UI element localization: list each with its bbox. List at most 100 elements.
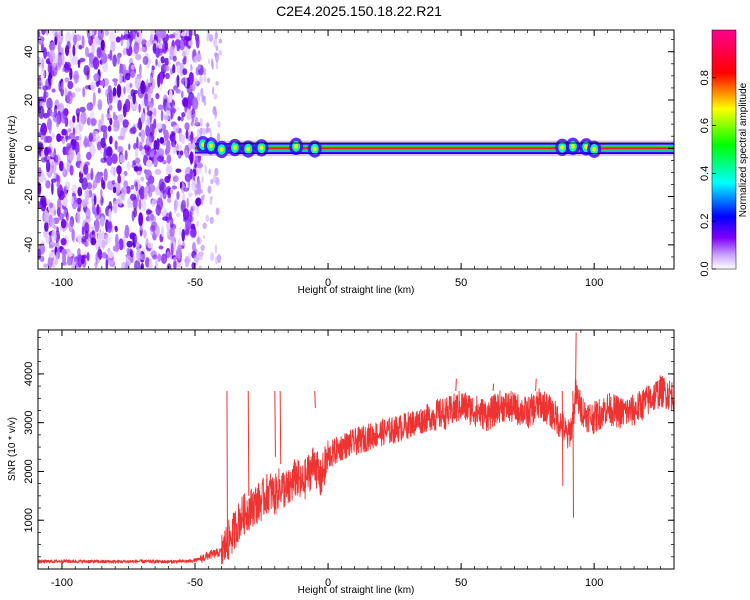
noise-blob xyxy=(186,197,189,209)
noise-blob xyxy=(165,164,173,177)
noise-blob xyxy=(112,186,117,194)
noise-blob xyxy=(69,165,74,176)
noise-blob xyxy=(155,93,160,100)
noise-blob xyxy=(119,63,125,75)
noise-blob xyxy=(38,81,42,87)
noise-blob xyxy=(41,57,45,72)
noise-blob xyxy=(175,247,183,261)
noise-blob xyxy=(92,56,100,70)
noise-blob xyxy=(133,165,139,172)
noise-blob xyxy=(164,72,170,80)
noise-blob xyxy=(153,118,157,130)
noise-blob xyxy=(181,134,186,145)
noise-blob xyxy=(111,153,118,164)
noise-blob xyxy=(83,138,90,148)
band-blotch-peak xyxy=(232,145,237,150)
noise-blob xyxy=(182,57,187,65)
noise-blob xyxy=(195,35,200,49)
noise-blob xyxy=(194,154,199,164)
noise-blob xyxy=(45,180,51,189)
snr-spike xyxy=(561,390,564,487)
noise-blob xyxy=(90,225,95,230)
noise-blob xyxy=(208,168,211,175)
noise-blob xyxy=(194,117,199,126)
noise-blob xyxy=(117,173,122,185)
y-tick-label: 4000 xyxy=(23,362,35,386)
noise-blob xyxy=(218,50,223,56)
x-tick-label: -100 xyxy=(51,577,73,589)
noise-blob xyxy=(200,87,204,97)
noise-blob xyxy=(147,242,154,249)
noise-blob xyxy=(136,136,139,150)
colorbar-tick-label: 0.6 xyxy=(699,118,711,133)
noise-blob xyxy=(182,97,189,108)
noise-blob xyxy=(130,257,134,264)
noise-blob xyxy=(162,41,168,54)
noise-blob xyxy=(119,154,125,164)
noise-blob xyxy=(125,72,131,81)
noise-blob xyxy=(68,121,73,126)
noise-blob xyxy=(138,212,144,227)
noise-blob xyxy=(153,154,158,168)
noise-blob xyxy=(167,173,171,180)
noise-blob xyxy=(60,219,67,229)
noise-blob xyxy=(133,142,137,150)
noise-blob xyxy=(140,176,145,182)
noise-blob xyxy=(61,81,64,91)
x-tick-label: 100 xyxy=(585,577,603,589)
noise-blob xyxy=(90,81,97,92)
colorbar-tick-label: 0.0 xyxy=(699,261,711,276)
noise-blob xyxy=(195,183,199,188)
noise-blob xyxy=(175,212,181,217)
noise-blob xyxy=(122,47,127,56)
noise-blob xyxy=(55,242,60,249)
noise-blob xyxy=(181,90,184,99)
x-tick-label: 0 xyxy=(325,577,331,589)
noise-blob xyxy=(140,80,146,95)
noise-blob xyxy=(209,196,213,206)
noise-blob xyxy=(109,135,113,145)
noise-blob xyxy=(192,96,198,109)
x-tick-label: 0 xyxy=(325,277,331,289)
noise-blob xyxy=(170,242,174,256)
noise-blob xyxy=(130,126,137,134)
noise-blob xyxy=(43,210,50,223)
noise-blob xyxy=(68,149,74,156)
noise-blob xyxy=(58,212,65,221)
noise-blob xyxy=(147,175,155,185)
noise-blob xyxy=(214,32,218,40)
noise-blob xyxy=(186,83,193,95)
noise-blob xyxy=(201,95,205,103)
band-core xyxy=(195,147,674,150)
noise-blob xyxy=(126,197,132,209)
noise-blob xyxy=(202,127,206,136)
noise-blob xyxy=(164,57,170,66)
noise-blob xyxy=(92,136,100,143)
noise-blob xyxy=(159,30,166,40)
noise-blob xyxy=(90,237,97,246)
noise-blob xyxy=(155,122,163,130)
noise-blob xyxy=(91,229,95,235)
noise-blob xyxy=(195,197,202,206)
noise-blob xyxy=(159,136,165,144)
noise-blob xyxy=(66,90,73,105)
noise-blob xyxy=(92,203,96,215)
noise-blob xyxy=(78,44,83,50)
noise-blob xyxy=(87,118,94,124)
noise-blob xyxy=(69,52,73,67)
noise-blob xyxy=(40,150,45,158)
noise-blob xyxy=(107,250,114,259)
noise-blob xyxy=(101,239,106,249)
noise-blob xyxy=(129,82,133,88)
noise-blob xyxy=(117,145,124,154)
noise-blob xyxy=(142,56,149,65)
noise-blob xyxy=(116,84,122,98)
noise-blob xyxy=(41,173,46,181)
noise-blob xyxy=(57,54,63,68)
noise-blob xyxy=(87,31,91,43)
noise-blob xyxy=(91,42,96,55)
noise-blob xyxy=(196,203,199,217)
noise-blob xyxy=(132,234,136,248)
noise-blob xyxy=(207,185,212,194)
noise-blob xyxy=(68,144,73,149)
